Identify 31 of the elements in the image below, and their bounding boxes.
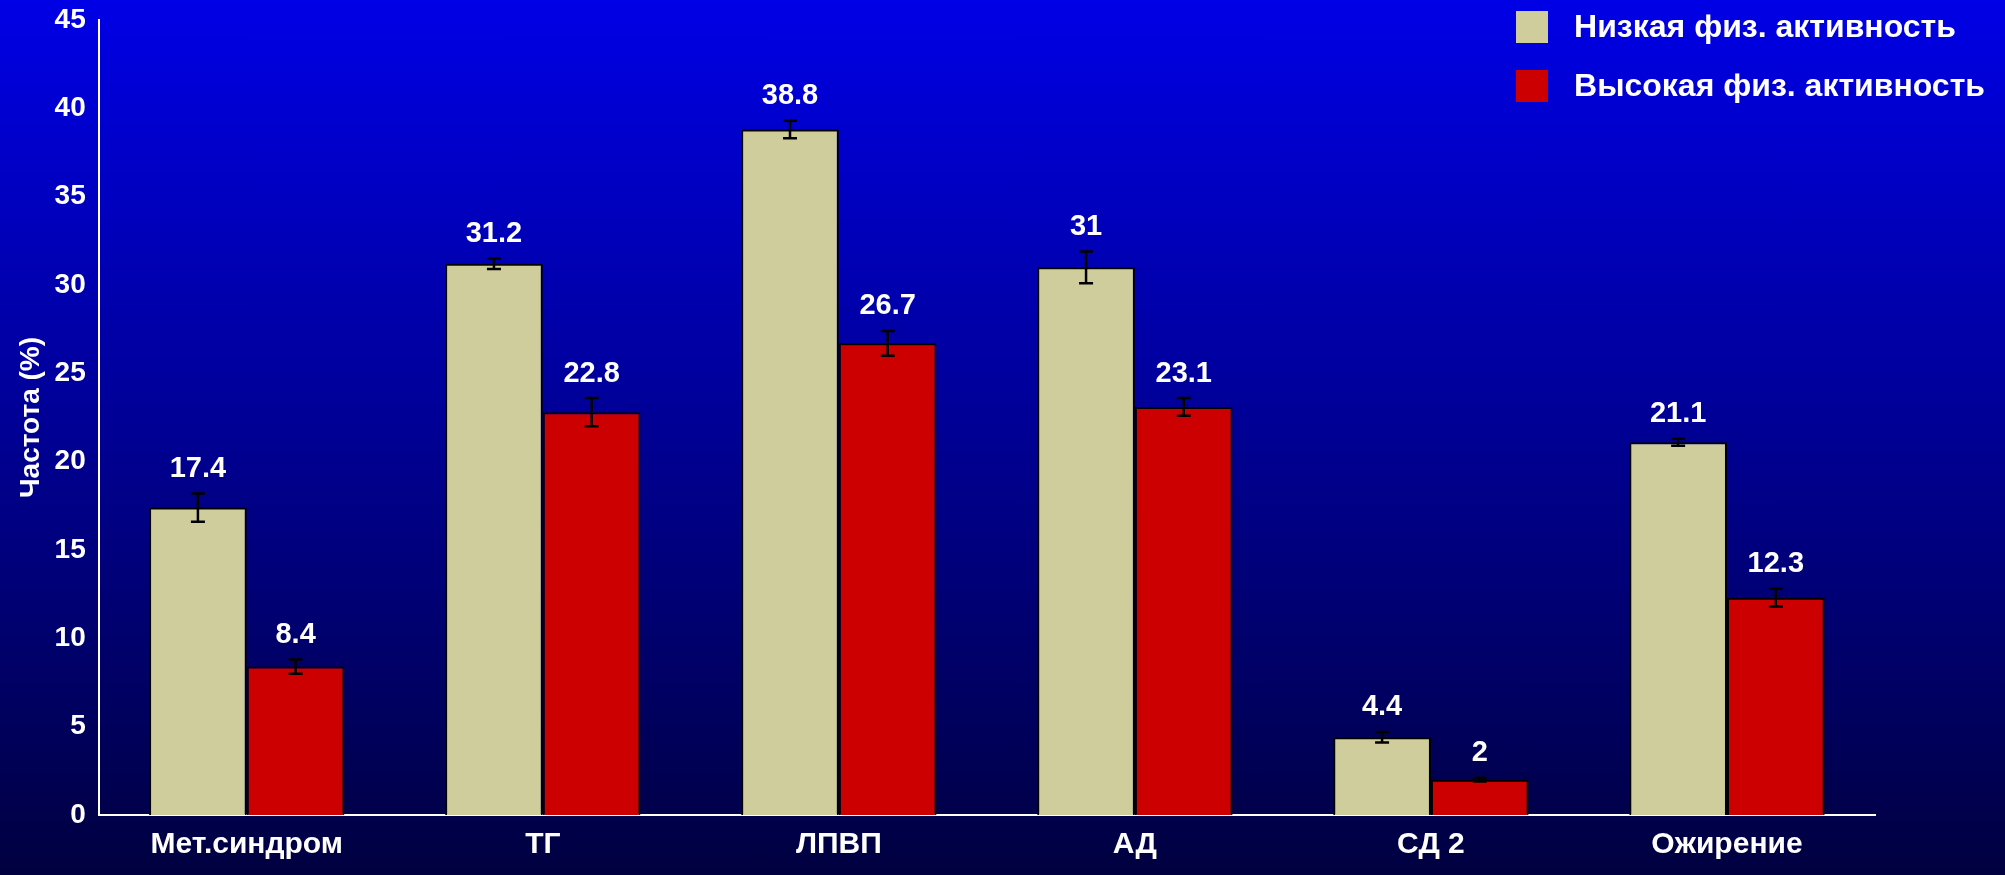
data-label: 31 [1069, 208, 1103, 241]
y-tick-label: 0 [70, 797, 86, 829]
data-label: 22.8 [563, 355, 620, 388]
data-label: 8.4 [275, 617, 316, 650]
data-label: 4.4 [1361, 689, 1403, 722]
y-axis-title: Частота (%) [13, 336, 45, 499]
x-tick-label: Ожирение [1651, 826, 1803, 860]
data-label: 23.1 [1155, 355, 1212, 388]
x-tick-label: СД 2 [1397, 826, 1465, 860]
y-tick-label: 10 [54, 621, 86, 653]
data-label: 17.4 [169, 450, 227, 483]
legend-label: Низкая физ. активность [1574, 8, 1956, 45]
x-tick-label: АД [1112, 826, 1157, 860]
y-tick-label: 25 [54, 356, 86, 388]
x-tick-label: Мет.синдром [150, 826, 343, 860]
x-tick-label: ЛПВП [795, 826, 882, 860]
data-label: 31.2 [465, 216, 523, 248]
data-label: 38.8 [761, 78, 819, 111]
y-tick-label: 5 [70, 709, 86, 741]
y-tick-label: 45 [54, 2, 86, 34]
data-label: 21.1 [1649, 396, 1707, 429]
y-tick-label: 35 [54, 179, 86, 211]
legend-label: Высокая физ. активность [1574, 67, 1985, 104]
data-label: 26.7 [859, 288, 916, 321]
y-tick-label: 40 [54, 91, 86, 123]
data-label: 2 [1471, 735, 1488, 768]
y-tick-label: 15 [54, 532, 86, 564]
y-tick-label: 30 [54, 267, 86, 299]
x-tick-label: ТГ [525, 826, 561, 860]
y-tick-label: 20 [54, 444, 86, 476]
data-label: 12.3 [1747, 546, 1805, 579]
